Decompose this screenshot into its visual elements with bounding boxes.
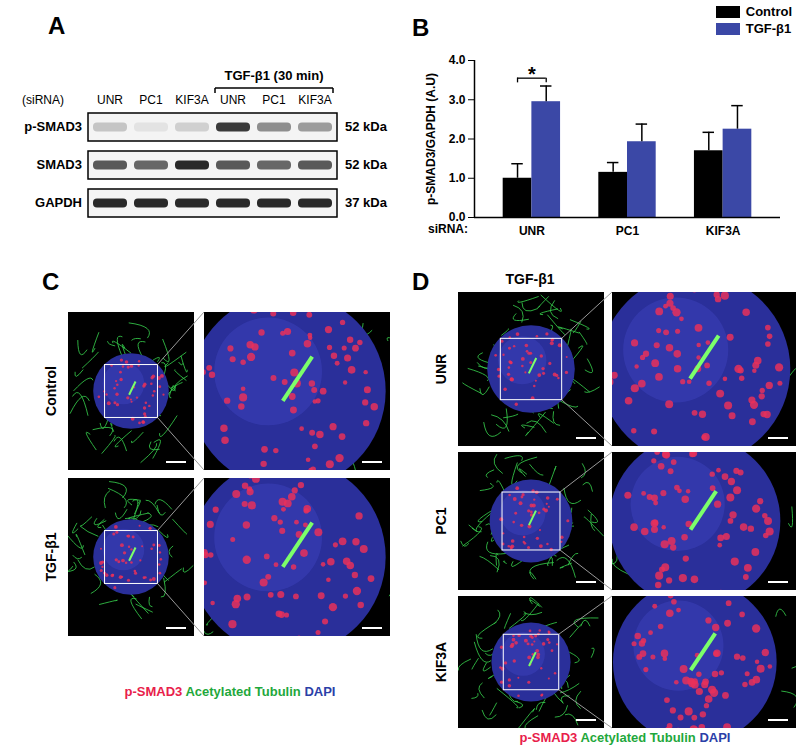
svg-text:GAPDH: GAPDH xyxy=(35,195,82,210)
svg-text:TGF-β1: TGF-β1 xyxy=(43,532,59,581)
svg-text:A: A xyxy=(48,12,65,39)
svg-text:UNR: UNR xyxy=(433,354,449,384)
svg-text:KIF3A: KIF3A xyxy=(706,224,741,238)
svg-text:2.0: 2.0 xyxy=(449,132,466,146)
html-text:TGF-β1: TGF-β1 xyxy=(745,21,792,36)
svg-text:Control: Control xyxy=(43,366,59,416)
svg-text:TGF-β1: TGF-β1 xyxy=(506,271,555,287)
svg-text:4.0: 4.0 xyxy=(449,53,466,67)
html-text:B: B xyxy=(412,14,430,41)
svg-text:UNR: UNR xyxy=(220,93,246,107)
svg-text:37 kDa: 37 kDa xyxy=(345,195,388,210)
svg-text:0.0: 0.0 xyxy=(448,210,466,225)
svg-text:(siRNA): (siRNA) xyxy=(22,93,64,107)
svg-text:KIF3A: KIF3A xyxy=(433,642,449,682)
svg-text:PC1: PC1 xyxy=(433,507,449,534)
svg-text:UNR: UNR xyxy=(519,224,545,238)
svg-text:SMAD3: SMAD3 xyxy=(36,157,82,172)
svg-text:p-SMAD3/GAPDH (A.U): p-SMAD3/GAPDH (A.U) xyxy=(424,73,438,205)
svg-text:D: D xyxy=(412,268,429,295)
svg-text:C: C xyxy=(42,268,59,295)
svg-text:PC1: PC1 xyxy=(139,93,163,107)
svg-text:KIF3A: KIF3A xyxy=(298,93,331,107)
svg-text:1.0: 1.0 xyxy=(449,171,466,185)
svg-text:p-SMAD3 Acetylated Tubulin DAP: p-SMAD3 Acetylated Tubulin DAPI xyxy=(125,684,336,699)
svg-text:PC1: PC1 xyxy=(262,93,286,107)
svg-text:p-SMAD3: p-SMAD3 xyxy=(24,119,82,134)
svg-text:UNR: UNR xyxy=(97,93,123,107)
html-text:siRNA:: siRNA: xyxy=(428,222,468,236)
svg-text:52 kDa: 52 kDa xyxy=(345,119,388,134)
svg-text:PC1: PC1 xyxy=(616,224,640,238)
svg-text:p-SMAD3 Acetylated Tubulin DAP: p-SMAD3 Acetylated Tubulin DAPI xyxy=(520,730,731,745)
svg-text:KIF3A: KIF3A xyxy=(175,93,208,107)
svg-text:3.0: 3.0 xyxy=(449,93,466,107)
svg-text:*: * xyxy=(528,63,536,85)
svg-text:TGF-β1 (30 min): TGF-β1 (30 min) xyxy=(225,68,324,83)
html-text:Control: Control xyxy=(745,4,792,19)
svg-text:52 kDa: 52 kDa xyxy=(345,157,388,172)
